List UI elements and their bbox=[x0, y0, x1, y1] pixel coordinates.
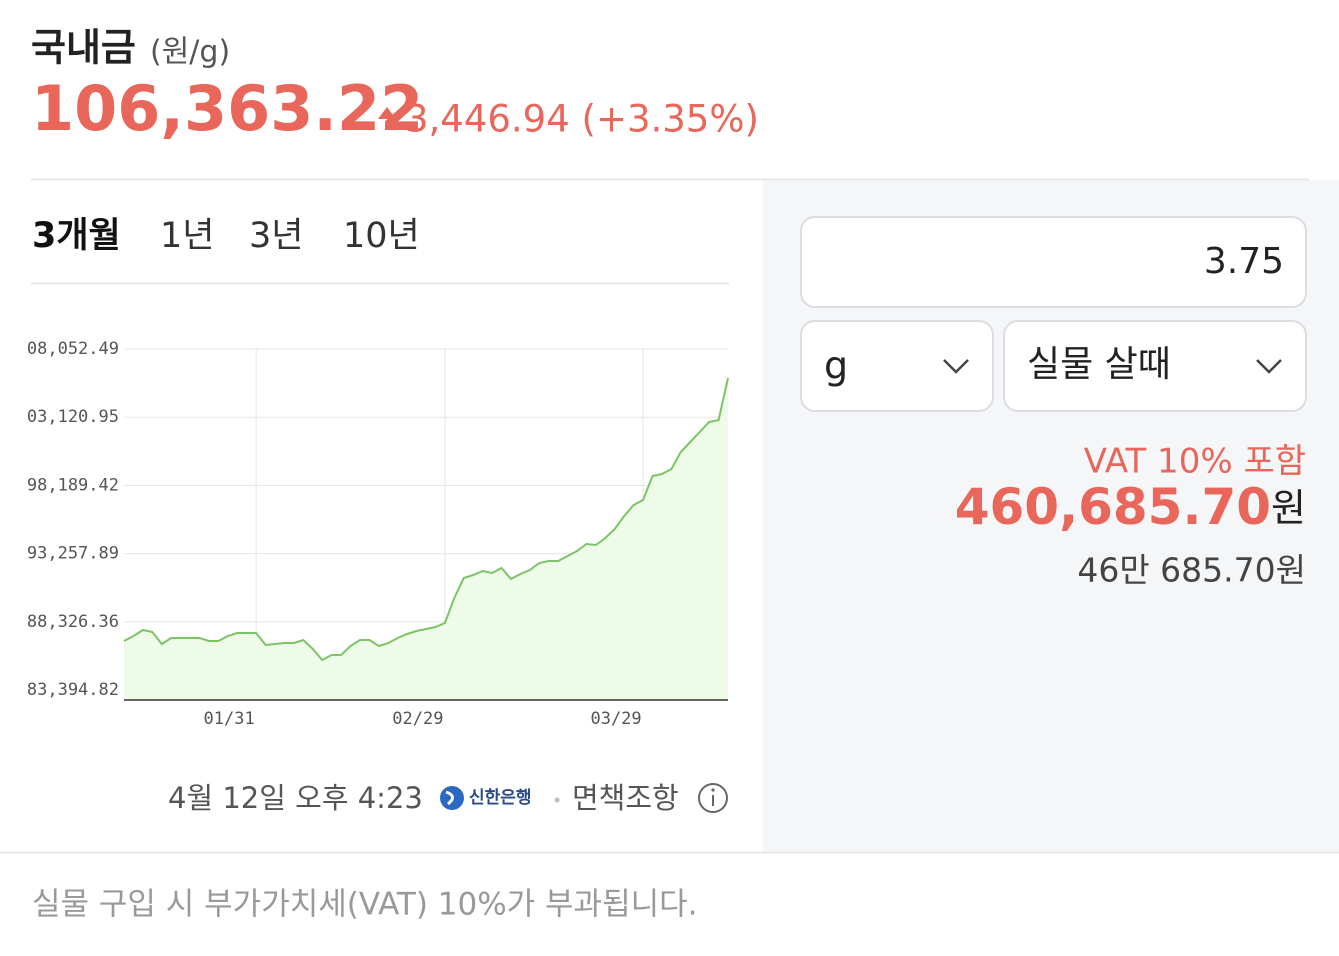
area bbox=[124, 378, 728, 700]
amount: 3.75 bbox=[1204, 241, 1284, 282]
x-tick-label: 02/29 bbox=[392, 709, 443, 729]
disclaimer[interactable]: 면책조항 bbox=[572, 781, 679, 815]
y-tick-label: 08,052.49 bbox=[27, 339, 119, 359]
bank-logo-mark bbox=[445, 790, 454, 806]
total: 460,685.70원 bbox=[955, 478, 1306, 536]
x-tick-label: 03/29 bbox=[590, 709, 641, 729]
unit: (원/g) bbox=[150, 35, 230, 70]
total-amount: 460,685.70 bbox=[955, 478, 1271, 536]
tab[interactable]: 3년 bbox=[249, 216, 303, 256]
y-tick-label: 88,326.36 bbox=[27, 612, 119, 632]
vat-note: 실물 구입 시 부가가치세(VAT) 10%가 부과됩니다. bbox=[32, 887, 698, 923]
amount-input[interactable] bbox=[800, 216, 1307, 308]
vat-label: VAT 10% 포함 bbox=[1084, 442, 1306, 482]
total-korean: 46만 685.70원 bbox=[1077, 551, 1306, 590]
title: 국내금 bbox=[31, 26, 136, 70]
chevron bbox=[943, 359, 969, 374]
y-tick-label: 03,120.95 bbox=[27, 407, 119, 427]
separator bbox=[554, 797, 560, 803]
info-icon-dot bbox=[711, 788, 715, 792]
line bbox=[123, 377, 729, 662]
x-tick-label: 01/31 bbox=[204, 709, 255, 729]
mode-value: 실물 살때 bbox=[1027, 344, 1171, 385]
y-tick-label: 83,394.82 bbox=[27, 680, 119, 700]
chevron bbox=[1256, 359, 1282, 374]
update-time: 4월 12일 오후 4:23 bbox=[168, 781, 423, 815]
unit-value: g bbox=[824, 344, 848, 388]
bank-name: 신한은행 bbox=[469, 788, 532, 808]
tab[interactable]: 3개월 bbox=[32, 216, 121, 256]
unit-select[interactable] bbox=[800, 320, 994, 412]
mode-select[interactable] bbox=[1003, 320, 1307, 412]
y-tick-label: 98,189.42 bbox=[27, 475, 119, 495]
tab[interactable]: 1년 bbox=[160, 216, 214, 256]
info-icon[interactable] bbox=[698, 783, 728, 813]
change: 3,446.94 (+3.35%) bbox=[405, 98, 759, 141]
price: 106,363.22 bbox=[31, 72, 423, 145]
up-icon bbox=[378, 107, 396, 119]
total-unit: 원 bbox=[1271, 486, 1306, 530]
tab[interactable]: 10년 bbox=[343, 216, 420, 256]
y-tick-label: 93,257.89 bbox=[27, 544, 119, 564]
